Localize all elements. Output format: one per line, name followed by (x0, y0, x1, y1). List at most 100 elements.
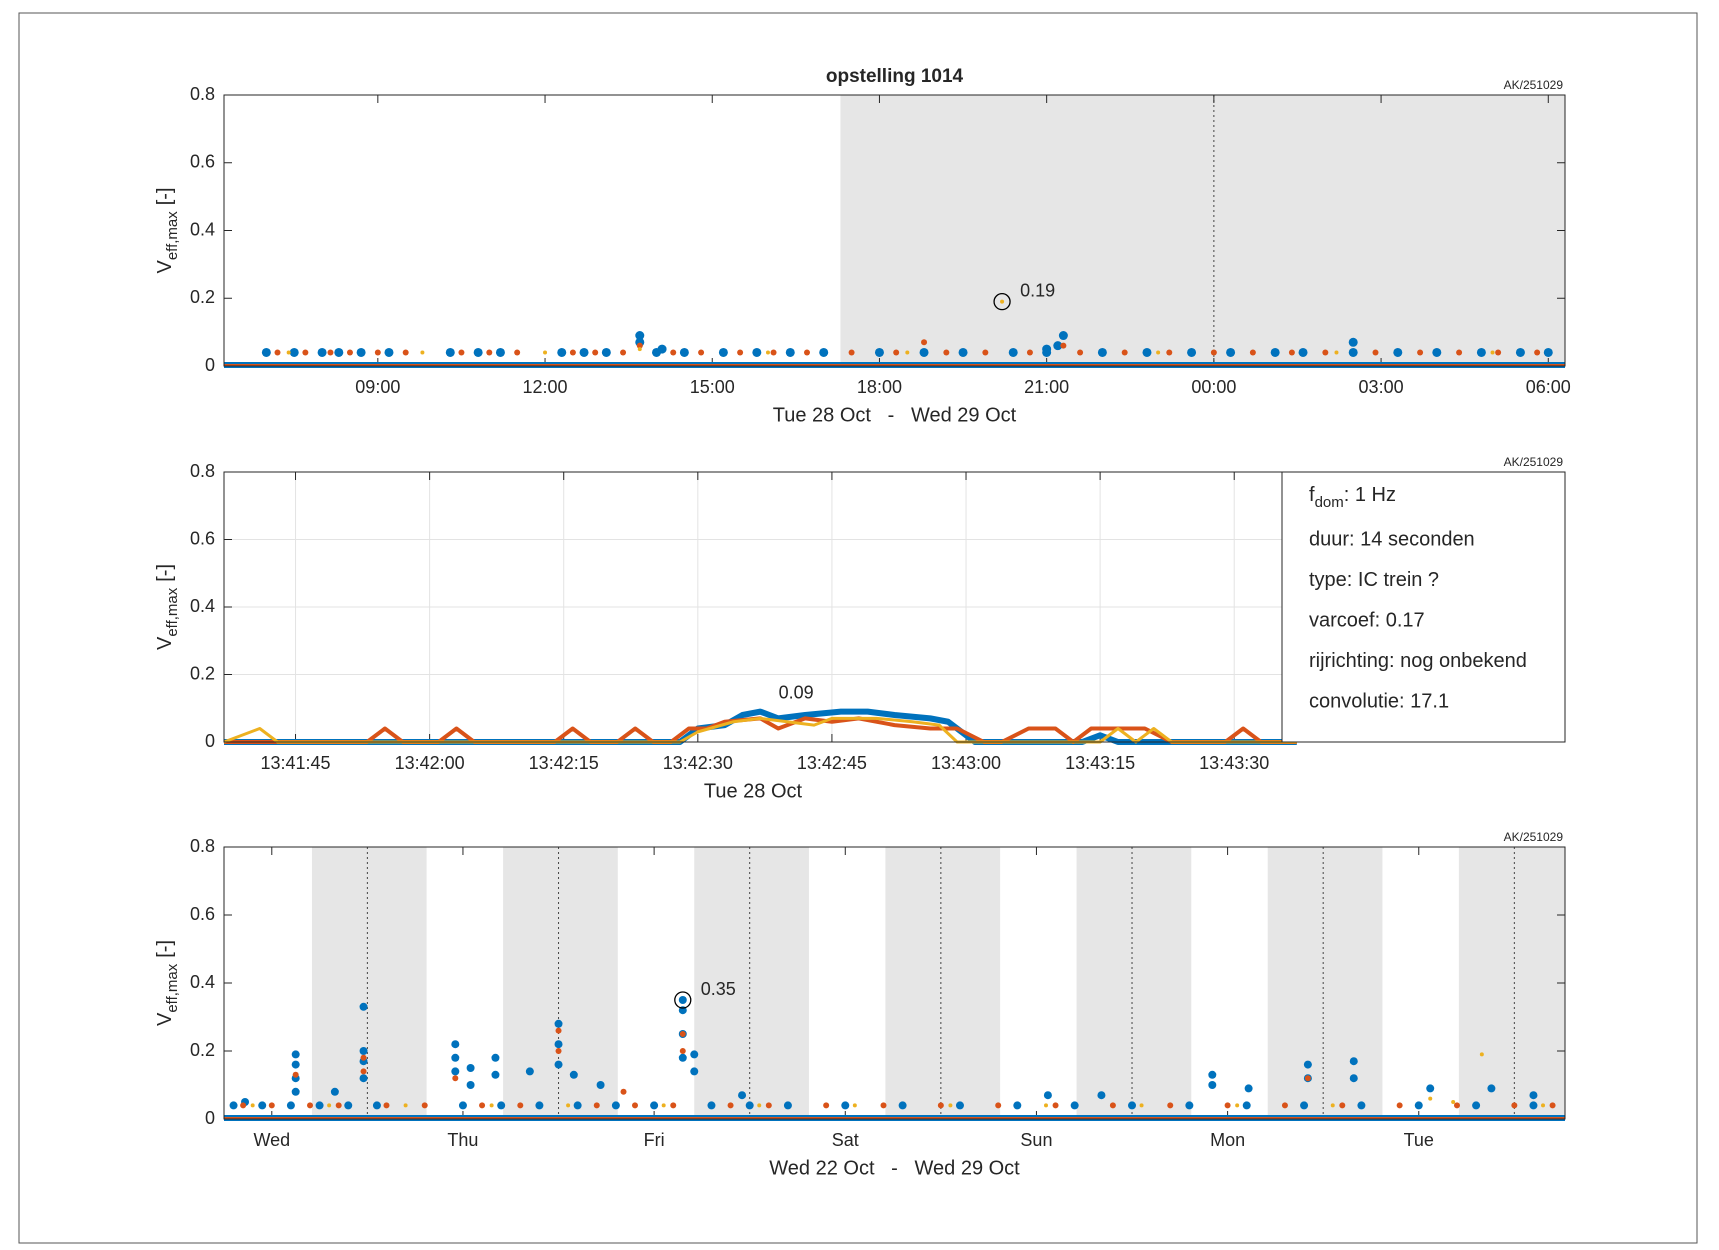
chart-title: opstelling 1014 (826, 66, 964, 87)
point (637, 347, 642, 352)
point (384, 347, 394, 357)
point (1043, 1091, 1052, 1100)
point (1300, 1101, 1309, 1110)
point (636, 342, 643, 349)
point (250, 1103, 255, 1108)
y-tick-label: 0.4 (190, 972, 215, 992)
point (334, 347, 344, 357)
point (718, 347, 728, 357)
x-tick-label: 03:00 (1359, 377, 1404, 397)
point (374, 349, 381, 356)
point (1515, 347, 1525, 357)
point (566, 1103, 571, 1108)
point (1008, 347, 1018, 357)
point (958, 347, 968, 357)
point (1348, 337, 1358, 347)
point (670, 1102, 677, 1109)
info-sub: dom (1315, 494, 1344, 511)
panel: 0 0.2 0.4 0.6 0.8 13:41:45 13:42:00 13:42:15 13:… (154, 455, 1566, 802)
point (757, 1103, 762, 1108)
x-tick-label: 13:43:15 (1065, 753, 1135, 773)
point (286, 350, 291, 355)
point (880, 1102, 887, 1109)
point (1479, 1052, 1484, 1057)
info-line: duur: 14 seconden (1309, 528, 1475, 550)
point (307, 1102, 314, 1109)
x-tick-label: Tue (1404, 1130, 1434, 1150)
night-shade (311, 847, 427, 1119)
point (554, 1040, 563, 1049)
point (765, 350, 770, 355)
point (898, 1101, 907, 1110)
y-tick-label: 0 (205, 731, 215, 751)
night-shade (1267, 847, 1383, 1119)
point (292, 1071, 299, 1078)
point (315, 1101, 324, 1110)
point (543, 350, 548, 355)
info-line: rijrichting: nog onbekend (1309, 650, 1527, 672)
point (1487, 1084, 1496, 1093)
point (274, 349, 281, 356)
series-line (223, 716, 1297, 744)
point (1244, 1084, 1253, 1093)
point (679, 1031, 686, 1037)
night-shade (1076, 847, 1192, 1119)
point (486, 349, 493, 356)
x-tick-label: 06:00 (1526, 377, 1571, 397)
point (1166, 349, 1173, 356)
point (1298, 347, 1308, 357)
point (330, 1087, 339, 1096)
point (1242, 1101, 1251, 1110)
point (1060, 342, 1067, 349)
point (1097, 347, 1107, 357)
stamp: AK/251029 (1504, 830, 1564, 844)
point (1549, 1102, 1556, 1109)
y-label-unit: [-] (154, 940, 176, 958)
y-tick-label: 0.8 (190, 84, 215, 104)
info-line: varcoef: 0.17 (1309, 609, 1425, 631)
point (1529, 1101, 1538, 1110)
point (491, 1070, 500, 1079)
point (955, 1101, 964, 1110)
point (893, 349, 900, 356)
point (1490, 350, 1495, 355)
point (601, 347, 611, 357)
point (327, 1103, 332, 1108)
point (1334, 350, 1339, 355)
y-axis-label: Veff,max [-] (154, 564, 181, 650)
point (291, 1060, 300, 1069)
point (596, 1081, 605, 1089)
point (1208, 1081, 1217, 1089)
point (707, 1101, 716, 1110)
stamp: AK/251029 (1504, 455, 1564, 469)
point (690, 1050, 699, 1059)
point (679, 347, 689, 357)
point (737, 349, 744, 356)
point (745, 1101, 754, 1110)
point (1495, 349, 1502, 356)
point (346, 349, 353, 356)
point (1070, 1101, 1079, 1110)
point (635, 331, 645, 341)
point (514, 349, 521, 356)
point (573, 1101, 582, 1110)
y-label-sub: eff,max (164, 963, 181, 1012)
point (1288, 349, 1295, 356)
point (1042, 344, 1052, 354)
point (1426, 1084, 1435, 1093)
point (403, 1103, 408, 1108)
panel: 0 0.2 0.4 0.6 0.8 09:00 12:00 15:00 18:00 21:00 00… (154, 66, 1571, 426)
point (289, 347, 299, 357)
point (611, 1101, 620, 1110)
annotation-marker (993, 292, 1011, 311)
point (690, 1067, 699, 1076)
x-tick-label: 13:42:15 (529, 753, 599, 773)
point (360, 1054, 367, 1061)
point (1357, 1101, 1366, 1110)
x-tick-label: Wed (253, 1130, 290, 1150)
point (466, 1064, 475, 1072)
x-tick-label: 00:00 (1191, 377, 1236, 397)
point (848, 349, 855, 356)
point (1000, 299, 1005, 304)
point (402, 349, 409, 356)
